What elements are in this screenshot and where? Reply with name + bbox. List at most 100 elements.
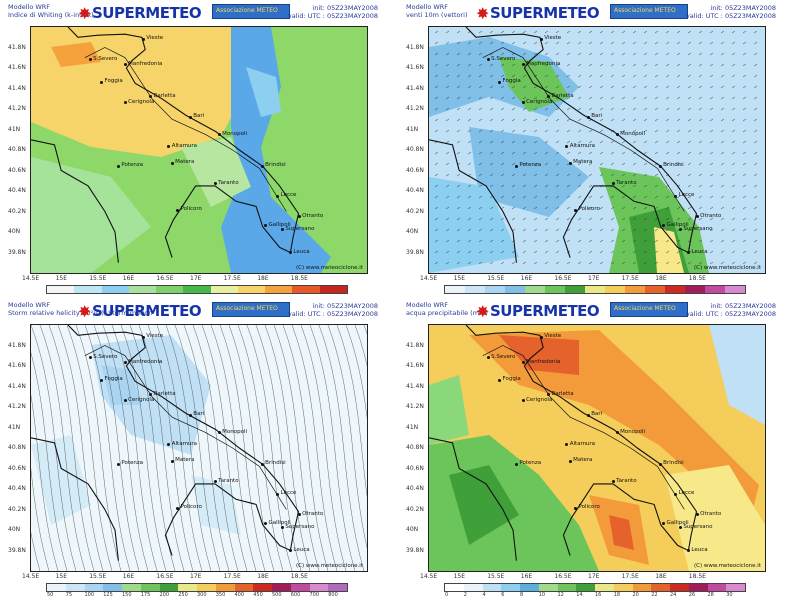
city-marker (260, 462, 264, 466)
city-label: Matera (175, 457, 195, 464)
city-label: Brindisi (265, 460, 286, 467)
color-scale-step (557, 584, 577, 591)
city-label: Foggia (104, 78, 123, 85)
map-panel-helicity: Modello WRF Storm relative helicity (m²/… (6, 300, 386, 598)
latitude-label: 41.2N (8, 403, 26, 410)
city-marker (123, 101, 127, 105)
city-label: Vieste (544, 35, 562, 42)
city-marker (123, 399, 127, 403)
color-scale-step (625, 286, 645, 293)
city-label: Foggia (502, 376, 521, 383)
color-scale-step (576, 584, 595, 591)
city-label: Cerignola (526, 396, 553, 403)
coastline (465, 27, 698, 258)
star-logo-icon: ✸ (78, 4, 92, 23)
city-marker (573, 208, 577, 212)
latitude-label: 41.6N (406, 362, 424, 369)
city-label: Barletta (153, 92, 176, 99)
color-scale-step (705, 286, 725, 293)
color-scale-label: 12 (557, 592, 564, 598)
city-marker (498, 378, 502, 382)
color-scale-step (670, 584, 689, 591)
city-label: Matera (573, 457, 593, 464)
regional-border (482, 345, 685, 510)
color-scale-step (482, 584, 502, 591)
color-scale-step (103, 584, 122, 591)
city-label: Manfredonia (526, 60, 561, 67)
city-label: Barletta (551, 390, 574, 397)
color-scale-step (445, 584, 464, 591)
color-scale-step (309, 584, 329, 591)
color-scale-label: 6 (501, 592, 505, 598)
color-scale-step (605, 286, 625, 293)
init-time: init: 05Z23MAY2008 (710, 4, 776, 12)
city-label: Supersano (285, 523, 315, 530)
latitude-label: 41.4N (406, 382, 424, 390)
latitude-label: 41.4N (8, 84, 26, 92)
color-scale-step (445, 286, 465, 293)
longitude-label: 15E (55, 573, 68, 580)
regional-border (84, 345, 287, 510)
color-scale-label: 18 (613, 592, 621, 598)
city-marker (565, 145, 569, 149)
city-label: Brindisi (663, 162, 684, 169)
color-scale-label: 400 (234, 592, 245, 598)
association-banner: Associazione METEO (610, 302, 688, 317)
valid-time: valid: UTC : 05Z23MAY2008 (685, 12, 776, 20)
map-panel-wind: Modello WRF venti 10m (vettori) ✸ SUPERM… (404, 2, 784, 297)
color-scale-step (122, 584, 141, 591)
longitude-label: 16.5E (156, 573, 174, 580)
city-marker (678, 228, 682, 232)
color-scale-step (685, 286, 705, 293)
city-marker (568, 161, 572, 165)
city-label: Supersano (683, 225, 713, 232)
brand-logo: SUPERMETEO (490, 302, 600, 320)
color-scale-step (651, 584, 670, 591)
city-marker (658, 462, 662, 466)
latitude-label: 41.6N (8, 362, 26, 369)
city-label: Lecce (678, 490, 695, 497)
city-label: Potenza (519, 162, 542, 169)
latitude-label: 39.8N (8, 248, 26, 256)
color-scale-step (328, 584, 347, 591)
city-label: Policoro (578, 206, 600, 213)
city-marker (100, 378, 104, 382)
color-scale-step (505, 286, 525, 293)
city-label: Monopoli (620, 130, 646, 137)
city-marker (521, 63, 525, 67)
map-canvas (429, 27, 765, 273)
city-marker (573, 506, 577, 510)
color-scale-bar (444, 583, 746, 592)
city-label: Manfredonia (128, 60, 163, 67)
panel-title: Indice di Whiting (k-index) (8, 11, 94, 19)
color-scale-step (545, 286, 565, 293)
color-scale-label: 800 (328, 592, 338, 598)
city-label: Potenza (519, 460, 542, 467)
color-scale-step (319, 286, 347, 293)
latitude-label: 40.6N (8, 166, 26, 174)
latitude-label: 41N (406, 423, 419, 431)
longitude-label: 15E (55, 275, 68, 282)
color-scale-step (665, 286, 685, 293)
latitude-label: 41N (8, 423, 21, 431)
color-scale-label: 100 (84, 592, 95, 598)
longitude-label: 18.5E (688, 573, 706, 580)
longitude-label: 15.5E (487, 275, 505, 282)
city-marker (615, 431, 619, 435)
city-marker (116, 164, 120, 168)
longitude-label: 17E (588, 275, 600, 282)
city-marker (662, 224, 666, 228)
city-marker (116, 462, 120, 466)
color-scale-step (726, 584, 745, 591)
city-label: Leuca (691, 248, 708, 255)
city-marker (678, 526, 682, 530)
city-marker (88, 58, 92, 62)
panel-title: venti 10m (vettori) (406, 11, 468, 19)
city-marker (217, 133, 221, 137)
model-label: Modello WRF (8, 3, 51, 11)
city-marker (88, 356, 92, 360)
city-marker (521, 399, 525, 403)
city-marker (539, 335, 543, 339)
city-marker (213, 182, 217, 186)
brand-logo: SUPERMETEO (92, 4, 202, 22)
